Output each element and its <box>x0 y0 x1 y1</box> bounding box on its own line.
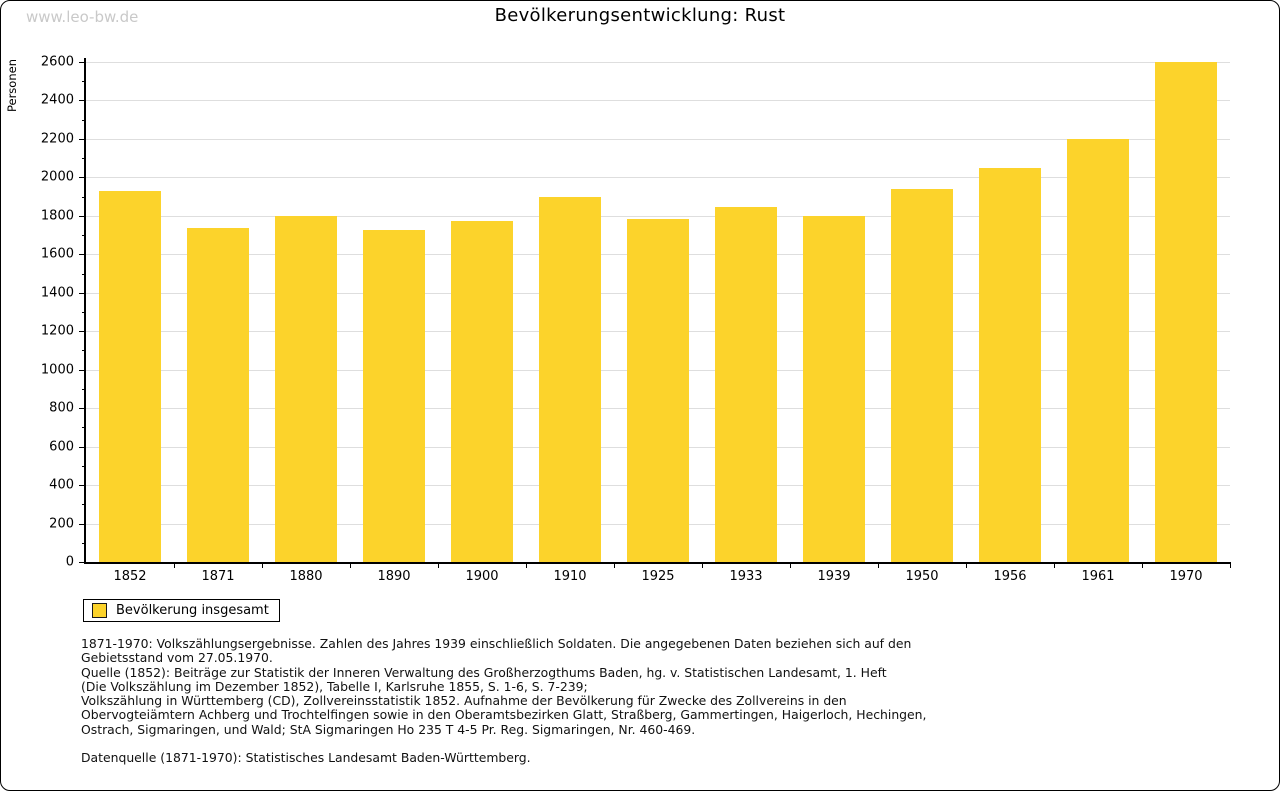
x-axis-tick-label: 1950 <box>905 569 939 584</box>
footnote-line: Quelle (1852): Beiträge zur Statistik de… <box>81 664 887 680</box>
y-axis-tick-label: 800 <box>49 400 74 416</box>
footnote-line: Ostrach, Sigmaringen, und Wald; StA Sigm… <box>81 721 696 737</box>
x-axis-tick-label: 1890 <box>377 569 411 584</box>
y-axis-major-tick <box>79 215 86 217</box>
x-axis-tick-label: 1880 <box>289 569 323 584</box>
x-axis-tick <box>350 562 351 568</box>
y-axis-major-tick <box>79 100 86 102</box>
y-gridline <box>86 215 1230 217</box>
y-axis-tick-label: 2000 <box>40 169 74 185</box>
x-axis-tick-label: 1956 <box>993 569 1027 584</box>
y-axis-tick-label: 1800 <box>40 208 74 224</box>
x-axis-tick-label: 1852 <box>113 569 147 584</box>
bar-1933 <box>715 207 777 562</box>
x-axis-tick <box>614 562 615 568</box>
x-axis-tick-label: 1933 <box>729 569 763 584</box>
x-axis-tick <box>526 562 527 568</box>
x-axis-tick-label: 1961 <box>1081 569 1115 584</box>
x-axis-tick <box>1230 562 1231 568</box>
footnote-line: Gebietsstand vom 27.05.1970. <box>81 650 273 666</box>
x-axis-tick <box>966 562 967 568</box>
y-axis-major-tick <box>79 138 86 140</box>
legend: Bevölkerung insgesamt <box>83 599 280 622</box>
bar-1871 <box>187 228 249 562</box>
chart-title: Bevölkerungsentwicklung: Rust <box>494 5 786 26</box>
y-axis-major-tick <box>79 485 86 487</box>
x-axis-tick <box>1142 562 1143 568</box>
footnote-line: Volkszählung in Württemberg (CD), Zollve… <box>81 693 847 709</box>
y-axis-major-tick <box>79 562 86 563</box>
bar-1961 <box>1067 138 1129 562</box>
y-axis-tick-label: 1000 <box>40 362 74 378</box>
bar-1970 <box>1155 62 1217 562</box>
x-axis-tick <box>174 562 175 568</box>
y-axis-tick-label: 1600 <box>40 246 74 262</box>
bar-1950 <box>891 188 953 562</box>
y-axis-tick-label: 1400 <box>40 285 74 301</box>
y-gridline <box>86 177 1230 179</box>
x-axis-tick-label: 1925 <box>641 569 675 584</box>
y-axis-major-tick <box>79 177 86 179</box>
watermark-leo-bw: www.leo-bw.de <box>26 8 139 26</box>
footnote-line: (Die Volkszählung im Dezember 1852), Tab… <box>81 678 588 694</box>
x-axis-tick <box>878 562 879 568</box>
x-axis-tick <box>1054 562 1055 568</box>
y-gridline <box>86 62 1230 63</box>
x-axis-line <box>84 562 1230 564</box>
footnote-line: Obervogteiämtern Achberg und Trochtelfin… <box>81 707 927 723</box>
y-axis-tick-label: 2400 <box>40 92 74 108</box>
bar-1880 <box>275 215 337 562</box>
x-axis-tick-label: 1939 <box>817 569 851 584</box>
legend-color-swatch <box>92 603 107 618</box>
y-axis-major-tick <box>79 369 86 371</box>
x-axis-tick-label: 1871 <box>201 569 235 584</box>
y-axis-tick-label: 400 <box>49 477 74 493</box>
y-axis-tick-label: 0 <box>65 554 74 570</box>
y-axis-tick-label: 200 <box>49 516 74 532</box>
x-axis-tick-label: 1910 <box>553 569 587 584</box>
y-axis-major-tick <box>79 523 86 525</box>
y-axis-major-tick <box>79 254 86 256</box>
x-axis-tick <box>790 562 791 568</box>
y-gridline <box>86 138 1230 140</box>
x-axis-tick <box>262 562 263 568</box>
x-axis-tick <box>438 562 439 568</box>
y-axis-tick-label: 2200 <box>40 131 74 147</box>
bar-1852 <box>99 190 161 562</box>
y-axis-major-tick <box>79 62 86 63</box>
y-axis-tick-label: 600 <box>49 439 74 455</box>
bar-1939 <box>803 215 865 562</box>
bar-1910 <box>539 196 601 562</box>
datasource-line: Datenquelle (1871-1970): Statistisches L… <box>81 750 531 766</box>
x-axis-tick-label: 1900 <box>465 569 499 584</box>
y-axis-tick-label: 2600 <box>40 54 74 70</box>
y-axis-major-tick <box>79 446 86 448</box>
y-axis-major-tick <box>79 408 86 410</box>
y-axis-line <box>84 58 86 564</box>
footnote-line: 1871-1970: Volkszählungsergebnisse. Zahl… <box>81 636 912 651</box>
legend-label: Bevölkerung insgesamt <box>116 603 269 618</box>
bar-1925 <box>627 218 689 562</box>
x-axis-tick-label: 1970 <box>1169 569 1203 584</box>
bar-1900 <box>451 220 513 562</box>
x-axis-tick <box>702 562 703 568</box>
bar-1956 <box>979 167 1041 562</box>
bar-1890 <box>363 230 425 562</box>
y-gridline <box>86 100 1230 102</box>
y-axis-major-tick <box>79 292 86 294</box>
y-axis-major-tick <box>79 331 86 333</box>
footnote-spacer <box>81 737 1211 751</box>
y-axis-tick-label: 1200 <box>40 323 74 339</box>
footnotes: 1871-1970: Volkszählungsergebnisse. Zahl… <box>81 636 1211 766</box>
